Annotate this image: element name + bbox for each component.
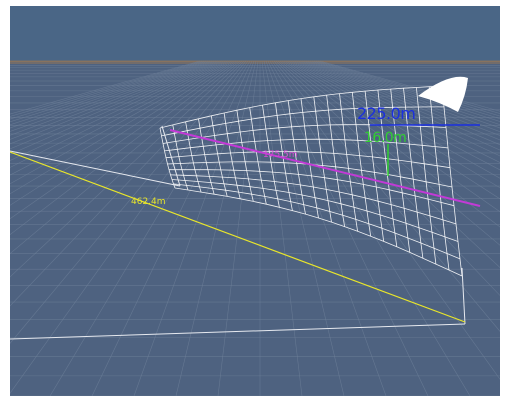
measure-line-yellow <box>10 151 466 323</box>
grid-line <box>10 60 227 168</box>
grid-line <box>10 60 209 126</box>
grid-line <box>271 60 500 380</box>
grid-line <box>279 60 500 246</box>
outline-edge <box>161 125 181 187</box>
mesh-line <box>326 95 345 227</box>
grid-line <box>10 60 239 235</box>
grid-line <box>10 60 243 278</box>
grid-line <box>303 60 500 136</box>
mesh-line <box>339 93 358 232</box>
mesh-line <box>262 105 280 208</box>
scene-canvas[interactable] <box>10 6 500 396</box>
mesh-line <box>390 89 411 253</box>
grid-line <box>305 60 500 132</box>
grid-line <box>289 60 500 179</box>
grid-line <box>133 60 255 396</box>
grid-line <box>10 60 219 145</box>
mesh-line <box>159 127 176 189</box>
ground-plane <box>10 61 500 396</box>
mesh-line <box>198 118 215 195</box>
mesh-line <box>185 121 202 193</box>
grid-line <box>10 60 217 140</box>
grid-line <box>10 60 215 136</box>
grid-line <box>10 60 235 206</box>
mesh-line <box>441 85 463 277</box>
grid-line <box>291 60 500 171</box>
net-mesh <box>159 85 463 277</box>
mesh-line <box>172 124 189 191</box>
mesh-line <box>287 100 306 215</box>
grid-line <box>301 60 500 141</box>
measure-outline <box>10 125 466 340</box>
mesh-line <box>210 115 228 197</box>
grid-line <box>49 60 251 396</box>
grid-line <box>277 60 500 268</box>
grid-line <box>91 60 253 396</box>
grid-line <box>287 60 500 189</box>
mesh-line <box>313 96 332 223</box>
grid-line <box>265 60 387 396</box>
grid-line <box>10 60 229 176</box>
grid-line <box>309 60 500 125</box>
mesh-line <box>249 107 267 205</box>
mesh-line <box>416 87 437 265</box>
mesh-line <box>364 91 385 242</box>
grid-line <box>10 60 233 195</box>
grid-line <box>10 60 241 255</box>
3d-viewport[interactable]: 225.0m 16.0m 462.4m 175.5m <box>10 6 500 396</box>
grid-line <box>311 60 500 122</box>
grid-line <box>283 60 500 213</box>
ground-surface <box>10 61 500 396</box>
grid-line <box>299 60 500 146</box>
grid-line <box>10 60 247 344</box>
mesh-line <box>275 102 293 211</box>
grid-line <box>267 60 429 396</box>
outline-edge <box>10 150 181 187</box>
grid-line <box>293 60 500 163</box>
grid-line <box>297 60 500 151</box>
grid-line <box>10 60 211 129</box>
grid-line <box>295 60 500 157</box>
grid-line <box>10 60 207 123</box>
grid-line <box>10 60 221 150</box>
grid-line <box>10 60 223 155</box>
grid-line <box>10 60 245 307</box>
mesh-line <box>351 92 372 237</box>
mesh-line <box>236 110 254 202</box>
grid-line <box>307 60 500 129</box>
grid-line <box>285 60 500 200</box>
outline-edge <box>461 267 466 325</box>
grid-line <box>10 60 205 120</box>
sail-shape <box>418 76 468 112</box>
measure-line-magenta <box>169 129 481 207</box>
grid-line <box>313 60 500 120</box>
grid-line <box>10 60 225 161</box>
grid-line <box>10 60 237 220</box>
outline-edge <box>10 323 466 340</box>
grid-line <box>10 60 213 132</box>
grid-line <box>273 60 500 332</box>
mesh-line <box>428 86 450 271</box>
mesh-line <box>223 112 241 199</box>
grid-line <box>10 60 231 185</box>
mesh-line <box>403 88 424 259</box>
